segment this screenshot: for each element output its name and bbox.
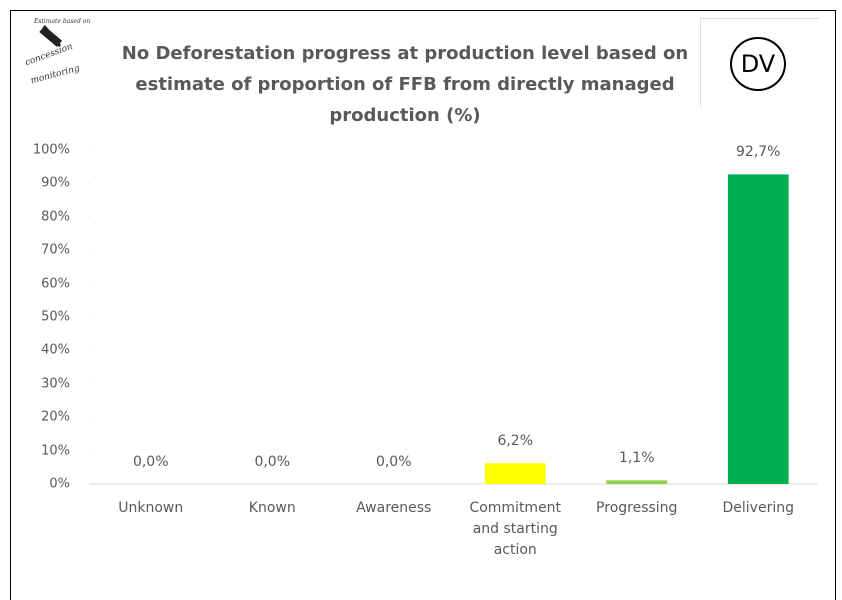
- value-label: 6,2%: [497, 433, 534, 450]
- frame: [10, 10, 836, 600]
- y-tick-label: 50%: [41, 309, 70, 325]
- y-tick-label: 30%: [41, 376, 70, 392]
- y-tick-label: 60%: [41, 276, 70, 292]
- y-tick-label: 20%: [41, 409, 70, 425]
- y-tick-label: 70%: [41, 242, 70, 258]
- y-tick-label: 0%: [49, 476, 70, 492]
- value-label: 0,0%: [132, 454, 169, 470]
- x-tick-label: Awareness: [356, 500, 432, 516]
- badge-box: [700, 18, 819, 107]
- bar: [606, 480, 668, 484]
- badge: DV: [730, 37, 786, 91]
- y-tick-label: 90%: [41, 175, 70, 191]
- y-tick-label: 80%: [41, 209, 70, 225]
- value-label: 1,1%: [618, 450, 655, 467]
- logo-text: Estimate based on: [34, 18, 91, 25]
- y-tick-label: 40%: [41, 342, 70, 358]
- chart-title: No Deforestation progress at production …: [121, 43, 689, 126]
- y-tick-label: 10%: [41, 443, 70, 459]
- value-label: 92,7%: [736, 144, 781, 161]
- x-tick-label: Unknown: [118, 500, 184, 516]
- bar: [484, 463, 546, 484]
- value-label: 0,0%: [375, 454, 412, 470]
- y-tick-label: 100%: [32, 142, 70, 158]
- x-tick-label: Delivering: [722, 500, 794, 516]
- x-tick-label: Progressing: [596, 500, 678, 516]
- bar: [727, 174, 789, 484]
- x-tick-label: Commitment and starting action: [469, 500, 562, 558]
- logo-icon: [39, 25, 63, 47]
- x-tick-label: Known: [248, 500, 296, 516]
- value-label: 0,0%: [254, 454, 291, 470]
